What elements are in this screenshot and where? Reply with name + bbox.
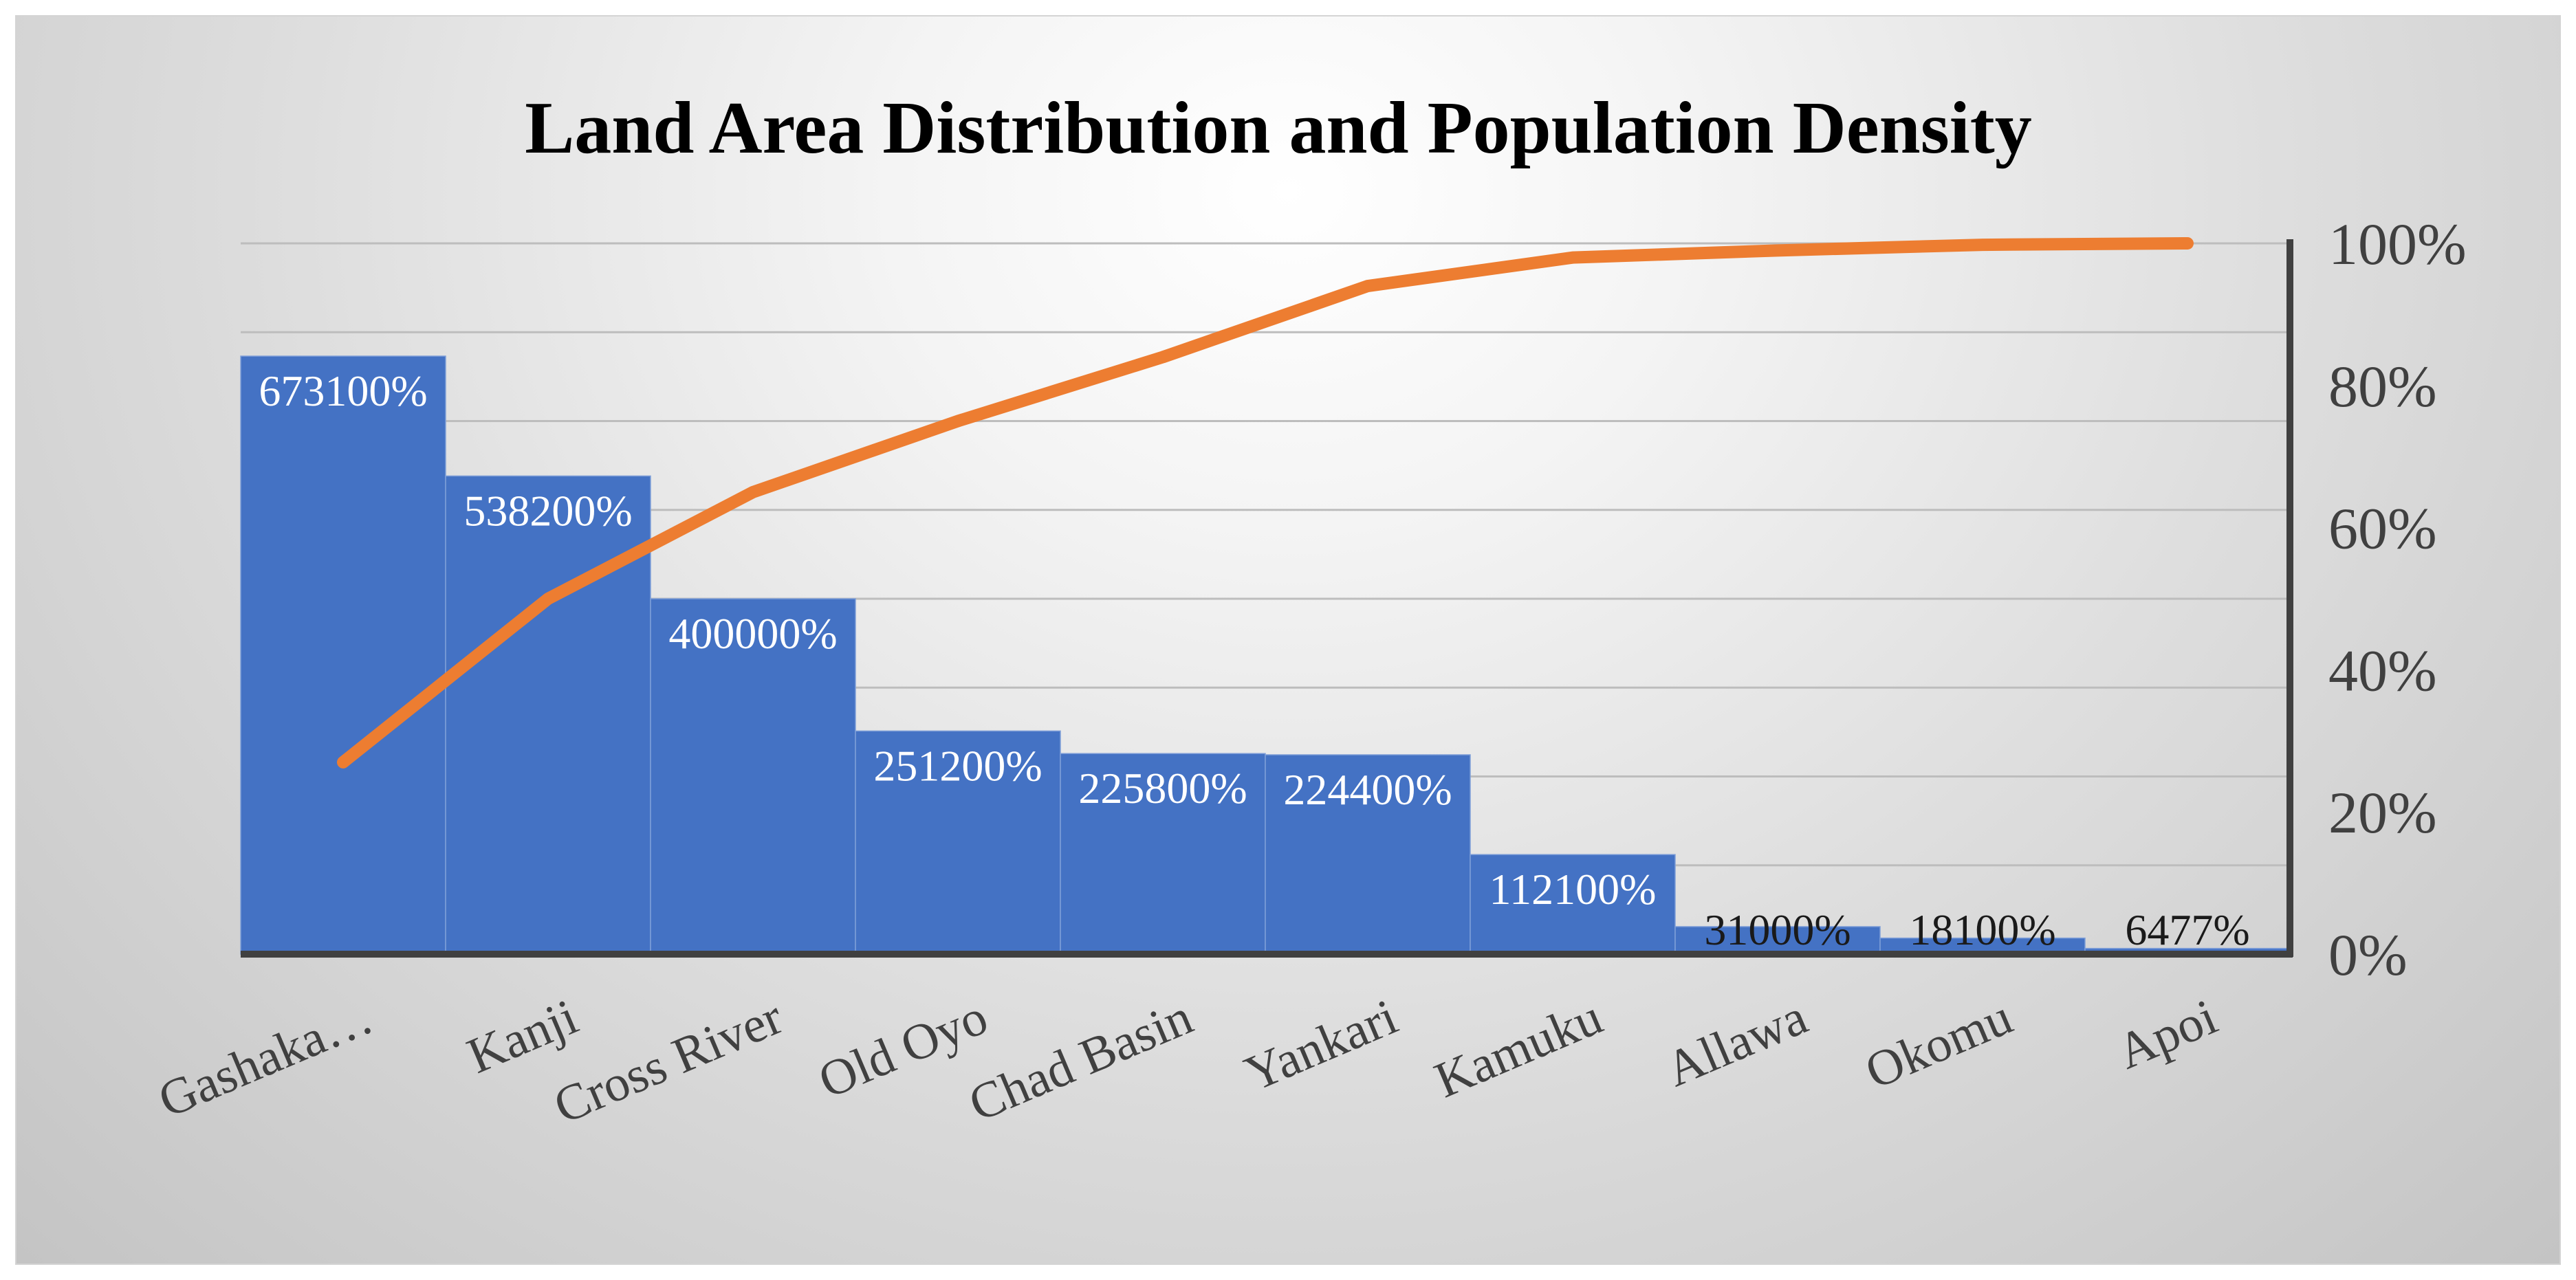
category-label: Kamuku [1427, 989, 1611, 1109]
category-label: Chad Basin [961, 989, 1201, 1133]
bar [650, 598, 856, 955]
chart-area: Land Area Distribution and Population De… [15, 15, 2561, 1265]
bar-data-label: 225800% [1078, 764, 1247, 813]
cumulative-line [337, 237, 2194, 769]
category-label: Allawa [1658, 989, 1815, 1098]
category-label: Kanji [459, 989, 585, 1085]
cumulative-line-series [337, 237, 2194, 769]
right-axis-tick-label: 100% [2328, 211, 2467, 277]
category-label: Cross River [546, 989, 791, 1135]
category-label: Okomu [1857, 989, 2020, 1100]
right-axis-tick-label: 40% [2328, 637, 2437, 703]
bar [445, 475, 651, 955]
bar-data-label: 224400% [1283, 765, 1452, 814]
category-label: Gashaka… [151, 989, 381, 1129]
category-label: Yankari [1237, 989, 1406, 1103]
bar-data-label: 31000% [1704, 905, 1851, 954]
bar-data-label: 6477% [2125, 905, 2249, 954]
bar [1470, 854, 1676, 955]
bar-data-label: 538200% [463, 486, 632, 535]
right-axis-tick-label: 80% [2328, 353, 2437, 419]
bar [240, 355, 446, 955]
bar-data-label: 400000% [668, 609, 837, 658]
right-axis-ticks: 0% 20% 40% 60% 80% 100% [2328, 211, 2467, 988]
chart-svg: Land Area Distribution and Population De… [151, 87, 2467, 1135]
category-label: Apoi [2109, 989, 2225, 1080]
bar [1265, 754, 1471, 955]
chart-title: Land Area Distribution and Population De… [525, 87, 2031, 169]
data-labels: 673100% 538200% 400000% 251200% 225800% 22440… [259, 366, 2249, 954]
bar [1674, 926, 1881, 955]
right-axis-tick-label: 60% [2328, 496, 2437, 562]
right-axis-tick-label: 20% [2328, 780, 2437, 846]
bar-series [240, 355, 2291, 955]
bar-data-label: 673100% [259, 366, 427, 415]
right-axis-tick-label: 0% [2328, 922, 2408, 988]
bar-data-label: 112100% [1489, 865, 1657, 914]
bar-data-label: 18100% [1909, 905, 2055, 954]
axes [241, 239, 2293, 958]
bar-data-label: 251200% [873, 741, 1042, 790]
